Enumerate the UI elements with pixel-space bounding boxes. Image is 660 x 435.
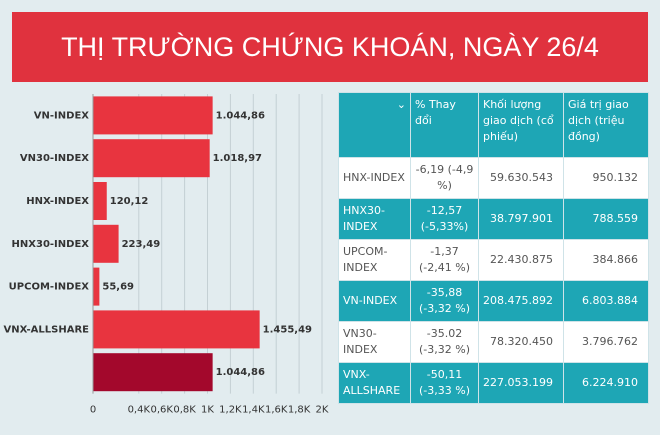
bar: [93, 96, 213, 135]
bar: [93, 182, 107, 220]
x-tick-label: 1,2K: [219, 405, 242, 416]
y-tick-label: HNX-INDEX: [26, 196, 89, 207]
x-tick-label: 0,8K: [173, 405, 196, 416]
table-cell: VN30-INDEX: [338, 321, 411, 363]
table-cell: 3.796.762: [563, 321, 649, 363]
y-tick-label: UPCOM-INDEX: [9, 282, 90, 293]
table-cell: -50,11 (-3,33 %): [410, 362, 479, 404]
table-row: VNX-ALLSHARE -50,11 (-3,33 %) 227.053.199 6…: [338, 362, 649, 404]
data-label: 55,69: [102, 282, 134, 293]
header-row: ⌄ % Thay đổi Khối lượng giao dịch (cổ ph…: [338, 92, 649, 158]
table-cell: VN-INDEX: [338, 280, 411, 322]
table-cell: -12,57 (-5,33%): [410, 198, 479, 240]
y-tick-label: VN30-INDEX: [20, 153, 89, 164]
table-cell: HNX-INDEX: [338, 157, 411, 199]
x-tick-label: 1K: [201, 405, 214, 416]
data-label: 1.044,86: [216, 110, 265, 121]
bar: [93, 267, 100, 306]
header-cell: ⌄: [338, 92, 411, 158]
table-cell: HNX30-INDEX: [338, 198, 411, 240]
header-cell: Giá trị giao dịch (triệu đồng): [563, 92, 649, 158]
x-tick-label: 1,4K: [242, 405, 265, 416]
table-cell: -6,19 (-4,9 %): [410, 157, 479, 199]
table-cell: 950.132: [563, 157, 649, 199]
header-cell: Khối lượng giao dịch (cổ phiếu): [478, 92, 564, 158]
data-label: 1.018,97: [213, 153, 262, 164]
x-tick-label: 1,8K: [288, 405, 311, 416]
table-cell: -1,37 (-2,41 %): [410, 239, 479, 281]
table-cell: 6.803.884: [563, 280, 649, 322]
table-cell: 59.630.543: [478, 157, 564, 199]
table-cell: UPCOM-INDEX: [338, 239, 411, 281]
table-cell: 384.866: [563, 239, 649, 281]
x-tick-label: 0,6K: [150, 405, 173, 416]
bar: [93, 139, 210, 178]
data-table: ⌄ % Thay đổi Khối lượng giao dịch (cổ ph…: [338, 92, 649, 404]
table-row: VN-INDEX -35,88 (-3,32 %) 208.475.892 6.803…: [338, 280, 649, 322]
table-cell: 227.053.199: [478, 362, 564, 404]
table-cell: -35.02 (-3,32 %): [410, 321, 479, 363]
table-cell: VNX-ALLSHARE: [338, 362, 411, 404]
data-label: 1.044,86: [216, 367, 265, 378]
table-row: UPCOM-INDEX -1,37 (-2,41 %) 22.430.875 384.…: [338, 239, 649, 281]
table-cell: 788.559: [563, 198, 649, 240]
data-label: 120,12: [110, 196, 149, 207]
table-cell: 78.320.450: [478, 321, 564, 363]
data-label: 1.455,49: [263, 324, 312, 335]
table-row: HNX30-INDEX -12,57 (-5,33%) 38.797.901 788.…: [338, 198, 649, 240]
chart: 0 0,4K 0,6K 0,8K 1K 1,2K 1,4K 1,6K 1,8K 2K VN-INDE…: [4, 94, 329, 416]
y-tick-label: VNX-ALLSHARE: [4, 324, 90, 335]
data-label: 223,49: [122, 239, 161, 250]
table-cell: 22.430.875: [478, 239, 564, 281]
table-cell: 38.797.901: [478, 198, 564, 240]
table-cell: 208.475.892: [478, 280, 564, 322]
bar: [93, 310, 260, 349]
table-cell: 6.224.910: [563, 362, 649, 404]
x-tick-label: 2K: [316, 405, 329, 416]
y-tick-label: HNX30-INDEX: [12, 239, 90, 250]
x-tick-label: 1,6K: [265, 405, 288, 416]
chart-title: THỊ TRƯỜNG CHỨNG KHOÁN, NGÀY 26/4: [12, 12, 648, 82]
bar: [93, 224, 119, 263]
bar: [93, 353, 213, 392]
table-row: VN30-INDEX -35.02 (-3,32 %) 78.320.450 3.79…: [338, 321, 649, 363]
table-cell: -35,88 (-3,32 %): [410, 280, 479, 322]
x-tick-label: 0,4K: [128, 405, 151, 416]
header-cell: % Thay đổi: [410, 92, 479, 158]
table-row: HNX-INDEX -6,19 (-4,9 %) 59.630.543 950.132: [338, 157, 649, 199]
y-tick-label: VN-INDEX: [34, 110, 89, 121]
x-tick-label: 0: [90, 405, 96, 416]
